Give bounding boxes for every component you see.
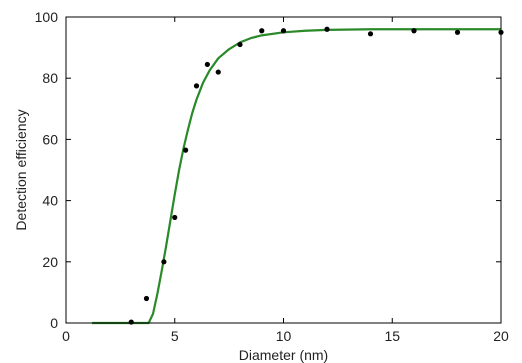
data-point [259, 28, 265, 34]
data-point [280, 28, 287, 34]
data-point [367, 31, 374, 37]
x-tick-label: 5 [171, 328, 179, 344]
fit-curve-layer [92, 28, 501, 325]
data-point [172, 214, 178, 221]
data-point [161, 259, 167, 265]
y-axis-label: Detection efficiency [13, 109, 29, 230]
data-point [204, 61, 210, 68]
data-point [215, 69, 221, 75]
x-tick-label: 15 [384, 328, 400, 344]
data-point [128, 319, 134, 325]
y-tick-label: 60 [42, 131, 58, 147]
data-point [143, 295, 150, 302]
data-point [237, 41, 243, 48]
y-tick-label: 0 [50, 315, 58, 331]
plot-frame [65, 16, 502, 324]
y-tick-label: 40 [42, 193, 58, 209]
fit-curve-line [92, 28, 501, 325]
y-tick-label: 100 [35, 9, 59, 25]
x-tick-label: 20 [493, 328, 509, 344]
x-tick-label: 10 [276, 328, 292, 344]
data-point [324, 26, 330, 32]
data-point [454, 29, 461, 35]
x-tick-label: 0 [62, 328, 70, 344]
y-tick-label: 20 [42, 254, 58, 270]
data-point [193, 83, 200, 89]
x-axis-label: Diameter (nm) [239, 347, 328, 363]
data-point [411, 28, 417, 34]
y-tick-label: 80 [42, 70, 58, 86]
plot-background [66, 17, 501, 323]
data-point [183, 147, 189, 153]
